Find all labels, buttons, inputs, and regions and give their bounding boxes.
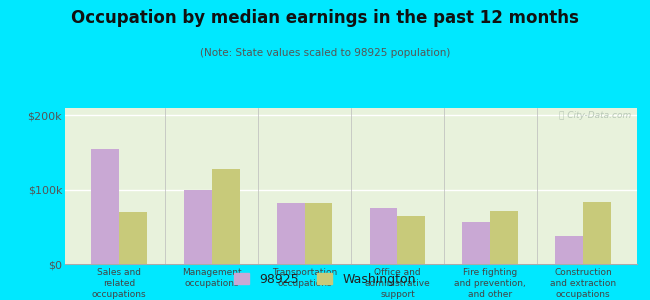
Text: Occupation by median earnings in the past 12 months: Occupation by median earnings in the pas… xyxy=(71,9,579,27)
Bar xyxy=(462,222,490,264)
Bar xyxy=(184,190,212,264)
Bar xyxy=(119,212,147,264)
Bar xyxy=(370,208,397,264)
Text: Ⓡ City-Data.com: Ⓡ City-Data.com xyxy=(559,111,631,120)
Bar xyxy=(305,203,332,264)
Bar xyxy=(277,203,305,264)
Bar xyxy=(212,169,240,264)
Bar xyxy=(555,236,583,264)
Legend: 98925, Washington: 98925, Washington xyxy=(229,268,421,291)
Bar xyxy=(91,149,119,264)
Text: (Note: State values scaled to 98925 population): (Note: State values scaled to 98925 popu… xyxy=(200,48,450,58)
Bar xyxy=(583,202,611,264)
Bar xyxy=(397,216,425,264)
Bar xyxy=(490,211,518,264)
